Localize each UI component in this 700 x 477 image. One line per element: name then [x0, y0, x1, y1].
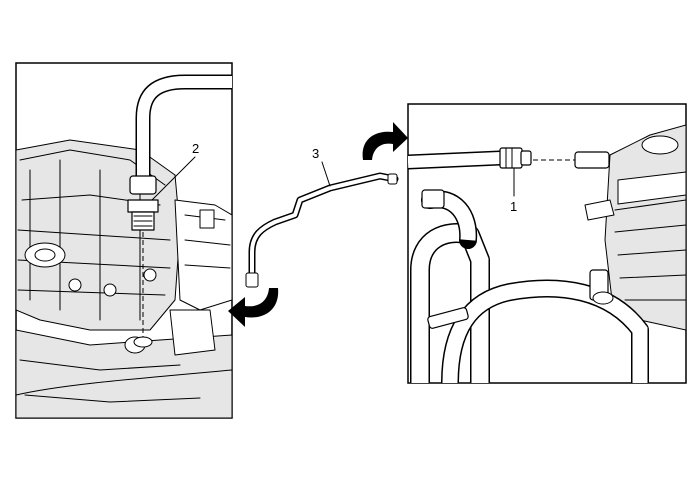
callout-1: 1 [510, 167, 517, 214]
rotate-arrow-lower-icon [228, 288, 279, 327]
pcv-hose [245, 172, 399, 288]
left-engine-view [15, 62, 233, 419]
callout-2-label: 2 [192, 141, 199, 156]
callout-2: 2 [151, 141, 199, 201]
callout-1-label: 1 [510, 199, 517, 214]
rotate-arrow-upper-icon [362, 122, 408, 160]
callout-3-label: 3 [312, 146, 319, 161]
callout-3: 3 [312, 146, 331, 187]
right-inlet-view [407, 103, 687, 384]
